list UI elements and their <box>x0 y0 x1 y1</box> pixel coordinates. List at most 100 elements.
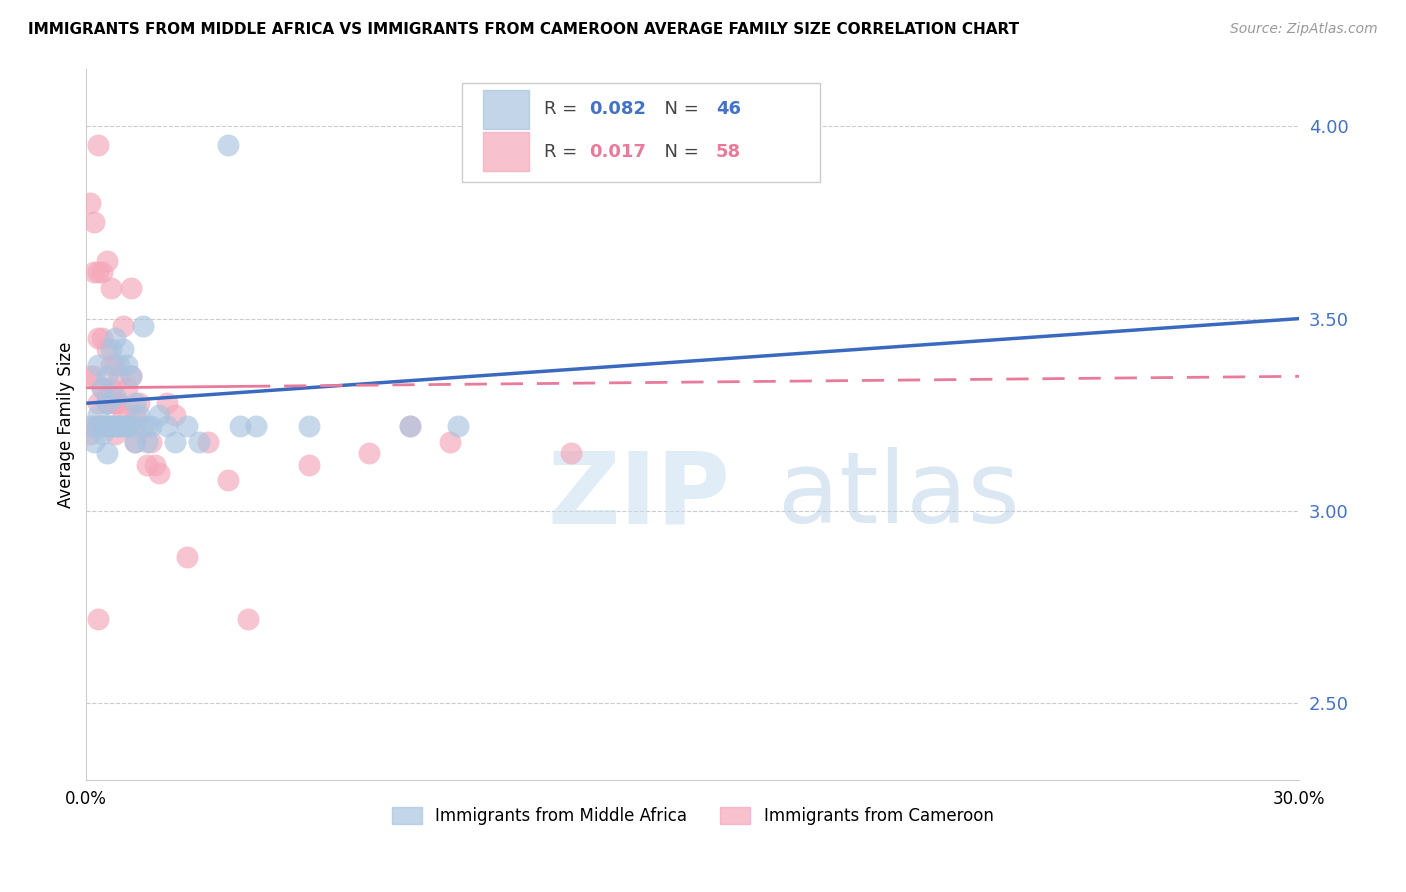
Point <box>115 358 138 372</box>
Point <box>115 419 138 434</box>
Point <box>83 215 105 229</box>
Point <box>107 369 129 384</box>
Point <box>128 396 150 410</box>
Point <box>120 369 142 384</box>
Point <box>87 419 110 434</box>
Point <box>107 358 129 372</box>
Point <box>176 550 198 565</box>
Point <box>96 369 118 384</box>
Point <box>91 427 114 442</box>
Text: ZIP: ZIP <box>547 447 730 544</box>
Legend: Immigrants from Middle Africa, Immigrants from Cameroon: Immigrants from Middle Africa, Immigrant… <box>392 807 994 825</box>
Point <box>100 419 122 434</box>
Point <box>124 434 146 449</box>
Point <box>136 434 159 449</box>
Point <box>115 381 138 395</box>
Point <box>83 265 105 279</box>
Point <box>111 319 134 334</box>
Point <box>107 419 129 434</box>
Point <box>217 138 239 153</box>
Point <box>96 343 118 357</box>
Text: 46: 46 <box>716 100 741 118</box>
Point <box>104 427 127 442</box>
Point <box>217 473 239 487</box>
Text: N =: N = <box>652 100 704 118</box>
Point <box>100 419 122 434</box>
Point <box>120 369 142 384</box>
Point <box>124 434 146 449</box>
Point <box>188 434 211 449</box>
Point <box>139 419 162 434</box>
Point <box>96 253 118 268</box>
Point <box>91 381 114 395</box>
Point <box>96 446 118 460</box>
Point <box>100 419 122 434</box>
FancyBboxPatch shape <box>463 83 820 182</box>
FancyBboxPatch shape <box>482 132 529 171</box>
Text: 58: 58 <box>716 143 741 161</box>
Point <box>104 396 127 410</box>
Point <box>165 434 187 449</box>
Point <box>100 343 122 357</box>
Point <box>91 331 114 345</box>
Point <box>83 419 105 434</box>
Point <box>298 458 321 472</box>
Point <box>136 458 159 472</box>
Point <box>79 419 101 434</box>
Point <box>91 381 114 395</box>
Point <box>111 419 134 434</box>
Point <box>104 388 127 402</box>
Point <box>156 419 179 434</box>
Point <box>447 419 470 434</box>
FancyBboxPatch shape <box>482 89 529 128</box>
Point <box>143 458 166 472</box>
Point <box>100 281 122 295</box>
Point <box>104 396 127 410</box>
Point <box>79 427 101 442</box>
Point <box>115 419 138 434</box>
Point <box>96 388 118 402</box>
Point <box>83 434 105 449</box>
Point <box>96 396 118 410</box>
Point <box>298 419 321 434</box>
Point <box>398 419 420 434</box>
Point <box>79 196 101 211</box>
Point <box>96 419 118 434</box>
Point <box>96 396 118 410</box>
Point <box>104 358 127 372</box>
Point <box>120 281 142 295</box>
Point <box>560 446 582 460</box>
Point <box>124 396 146 410</box>
Text: 0.017: 0.017 <box>589 143 647 161</box>
Point <box>91 419 114 434</box>
Text: R =: R = <box>544 100 582 118</box>
Point <box>245 419 267 434</box>
Point <box>197 434 219 449</box>
Point <box>79 369 101 384</box>
Point <box>398 419 420 434</box>
Point <box>132 419 155 434</box>
Point <box>139 434 162 449</box>
Point <box>236 612 259 626</box>
Point <box>87 138 110 153</box>
Point <box>132 319 155 334</box>
Point <box>87 358 110 372</box>
Point <box>100 358 122 372</box>
Text: atlas: atlas <box>778 447 1019 544</box>
Point <box>107 419 129 434</box>
Point <box>87 408 110 422</box>
Point <box>111 408 134 422</box>
Text: Source: ZipAtlas.com: Source: ZipAtlas.com <box>1230 22 1378 37</box>
Point <box>124 408 146 422</box>
Point <box>124 419 146 434</box>
Point <box>136 419 159 434</box>
Point <box>83 369 105 384</box>
Point <box>91 419 114 434</box>
Text: N =: N = <box>652 143 704 161</box>
Point <box>87 265 110 279</box>
Text: 0.082: 0.082 <box>589 100 647 118</box>
Point <box>439 434 461 449</box>
Point <box>115 419 138 434</box>
Point <box>107 396 129 410</box>
Point <box>91 265 114 279</box>
